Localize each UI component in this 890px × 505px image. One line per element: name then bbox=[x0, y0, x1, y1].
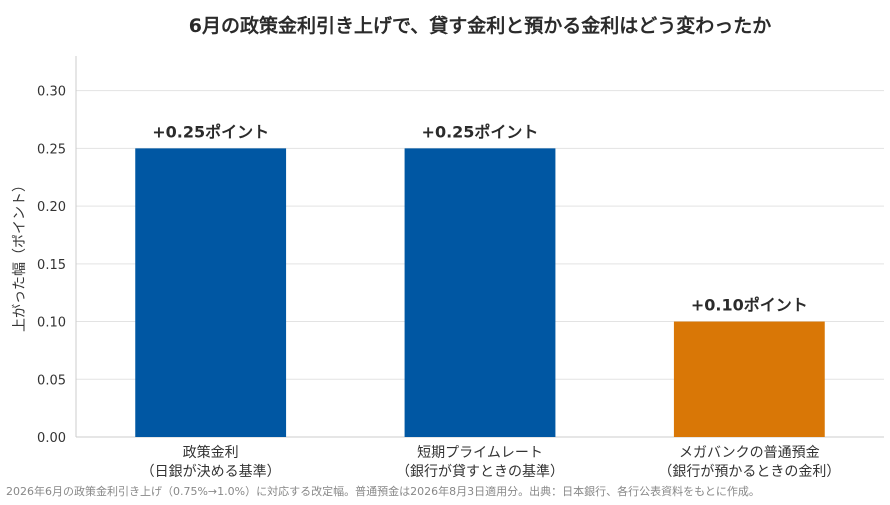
x-tick-label: 政策金利 bbox=[183, 444, 239, 461]
data-labels: +0.25ポイント +0.25ポイント +0.10ポイント bbox=[152, 122, 808, 314]
y-tick-label: 0.05 bbox=[37, 373, 66, 388]
data-label: +0.25ポイント bbox=[152, 122, 269, 141]
x-tick-label: （銀行が貸すときの基準） bbox=[396, 463, 564, 480]
bar bbox=[135, 148, 287, 437]
footnote: 2026年6月の政策金利引き上げ（0.75%→1.0%）に対応する改定幅。普通預… bbox=[6, 484, 760, 498]
bar bbox=[404, 148, 556, 437]
bar bbox=[673, 321, 825, 437]
data-label: +0.25ポイント bbox=[422, 122, 539, 141]
y-tick-label: 0.00 bbox=[37, 431, 66, 446]
y-axis-label: 上がった幅（ポイント） bbox=[12, 178, 28, 332]
x-tick-label: 短期プライムレート bbox=[417, 445, 543, 461]
x-tick-label: （日銀が決める基準） bbox=[141, 463, 281, 480]
y-tick-label: 0.15 bbox=[37, 258, 66, 273]
y-tick-label: 0.25 bbox=[37, 142, 66, 157]
x-tick-label: （銀行が預かるときの金利） bbox=[658, 464, 840, 480]
x-tick-label: メガバンクの普通預金 bbox=[679, 445, 820, 461]
x-tick-labels: 政策金利 （日銀が決める基準） 短期プライムレート （銀行が貸すときの基準） メガバンク… bbox=[141, 444, 841, 480]
axes: 0.00 0.05 0.10 0.15 0.20 0.25 0.30 bbox=[37, 56, 884, 446]
y-tick-label: 0.10 bbox=[37, 316, 66, 331]
bars bbox=[135, 148, 825, 437]
y-tick-label: 0.20 bbox=[37, 200, 66, 215]
data-label: +0.10ポイント bbox=[691, 296, 808, 315]
chart-title: 6月の政策金利引き上げで、貸す金利と預かる金利はどう変わったか bbox=[189, 14, 771, 37]
y-tick-label: 0.30 bbox=[37, 85, 66, 100]
